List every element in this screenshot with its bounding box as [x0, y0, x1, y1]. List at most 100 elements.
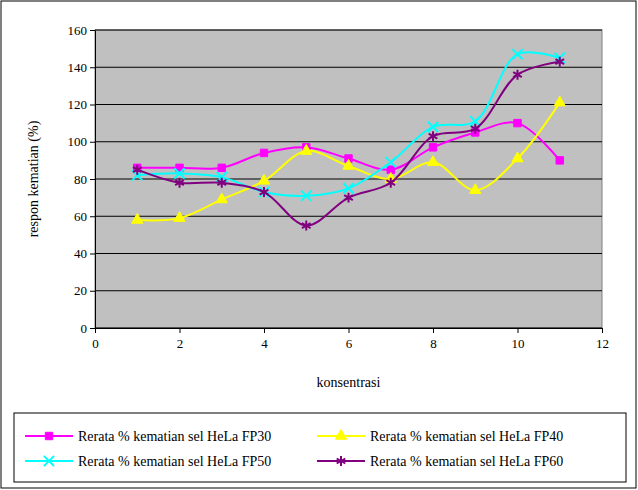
series-marker: [471, 124, 480, 134]
legend-label: Rerata % kematian sel HeLa FP40: [370, 429, 563, 444]
x-tick-label: 4: [261, 336, 268, 351]
legend-marker: [337, 456, 346, 466]
series-line: [137, 103, 560, 221]
grid-line: [95, 290, 602, 291]
y-axis: 0 20 40 60 80 100 120 140 160: [68, 23, 96, 336]
series-marker: [301, 191, 311, 201]
y-tick-label: 20: [74, 283, 87, 298]
x-tick: 2: [177, 328, 184, 351]
legend-box: [14, 413, 626, 482]
y-tick-mark: [90, 216, 95, 217]
x-tick-mark: [180, 328, 181, 333]
series-line: [137, 122, 560, 170]
series-marker: [513, 70, 522, 80]
series-marker: [344, 193, 353, 203]
y-tick: 120: [68, 97, 96, 112]
chart: 024681012020406080100120140160konsentras…: [0, 0, 638, 490]
series-marker: [216, 193, 227, 203]
series-group: [132, 49, 566, 230]
y-axis-title: respon kematian (%): [26, 120, 42, 237]
y-tick-mark: [90, 254, 95, 255]
y-tick: 40: [74, 246, 95, 261]
series-marker: [428, 122, 438, 132]
x-tick-label: 8: [430, 336, 437, 351]
y-tick-mark: [90, 67, 95, 68]
series-marker: [174, 168, 184, 178]
y-tick-label: 140: [68, 60, 88, 75]
y-tick-label: 40: [74, 246, 87, 261]
series-marker: [429, 131, 438, 141]
y-tick-label: 80: [74, 172, 87, 187]
legend-item: Rerata % kematian sel HeLa FP60: [317, 454, 563, 469]
series-marker: [174, 212, 185, 222]
x-tick-label: 6: [346, 336, 353, 351]
x-tick-label: 0: [92, 336, 99, 351]
series-marker: [427, 156, 438, 166]
series-marker: [429, 144, 436, 151]
series-marker: [301, 145, 312, 155]
legend-marker: [45, 432, 52, 439]
y-tick-label: 0: [81, 321, 88, 336]
x-axis-title: konsentrasi: [317, 375, 381, 390]
y-tick-mark: [90, 291, 95, 292]
y-tick-mark: [90, 30, 95, 31]
y-tick-mark: [90, 179, 95, 180]
x-tick-mark: [349, 328, 350, 333]
y-tick: 140: [68, 60, 96, 75]
legend-label: Rerata % kematian sel HeLa FP50: [78, 454, 271, 469]
series-marker: [386, 178, 395, 188]
series-marker: [343, 159, 354, 169]
grid: [95, 30, 602, 328]
x-tick-label: 10: [512, 336, 525, 351]
y-tick-mark: [90, 105, 95, 106]
x-tick-mark: [518, 328, 519, 333]
series-marker: [343, 183, 353, 193]
series-marker: [302, 221, 311, 231]
grid-line: [95, 253, 602, 254]
y-tick: 0: [81, 321, 96, 336]
y-tick-label: 120: [68, 97, 88, 112]
series-marker: [132, 213, 143, 223]
x-axis: 0 2 4 6 8 10 12: [92, 328, 609, 351]
chart-border: [1, 1, 636, 488]
series-marker: [555, 57, 564, 67]
series-marker: [386, 157, 396, 167]
grid-line: [95, 30, 602, 31]
y-tick-label: 60: [74, 209, 87, 224]
series-marker: [175, 178, 184, 188]
x-tick-mark: [264, 328, 265, 333]
x-tick-mark: [433, 328, 434, 333]
grid-line: [95, 141, 602, 142]
series-marker: [259, 187, 269, 197]
legend: Rerata % kematian sel HeLa FP30Rerata % …: [14, 413, 626, 482]
series-marker: [260, 187, 269, 197]
x-tick-label: 2: [177, 336, 184, 351]
legend-marker: [44, 456, 54, 466]
y-tick-mark: [90, 142, 95, 143]
x-tick-label: 12: [596, 336, 609, 351]
series-marker: [217, 178, 226, 188]
x-tick-mark: [602, 328, 603, 333]
series-marker: [470, 184, 481, 194]
x-tick: 10: [512, 328, 525, 351]
y-tick: 80: [74, 172, 95, 187]
grid-line: [95, 67, 602, 68]
series-marker: [512, 49, 522, 59]
legend-item: Rerata % kematian sel HeLa FP40: [317, 429, 563, 444]
y-axis-line: [95, 31, 96, 329]
y-tick-label: 160: [68, 23, 88, 38]
x-tick: 0: [92, 328, 99, 351]
y-tick: 100: [68, 134, 96, 149]
grid-line: [95, 104, 602, 105]
y-tick: 160: [68, 23, 96, 38]
series-marker: [554, 96, 565, 106]
series-line: [137, 62, 560, 226]
series-marker: [218, 164, 225, 171]
x-tick: 6: [346, 328, 353, 351]
legend-item: Rerata % kematian sel HeLa FP50: [25, 454, 271, 469]
grid-line: [95, 216, 602, 217]
x-tick: 12: [596, 328, 609, 351]
x-tick-mark: [95, 328, 96, 333]
series-marker: [514, 119, 521, 126]
y-tick: 20: [74, 283, 95, 298]
